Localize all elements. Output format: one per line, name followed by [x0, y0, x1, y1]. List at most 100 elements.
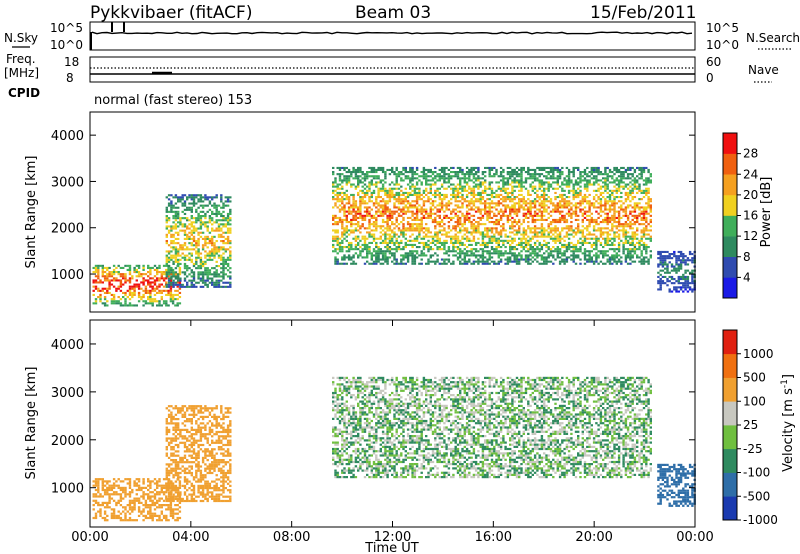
power-cell: [577, 191, 580, 194]
power-cell: [511, 223, 514, 226]
power-cell: [211, 229, 214, 232]
power-cell: [509, 218, 512, 221]
power-cell: [99, 281, 102, 284]
power-cell: [597, 206, 600, 209]
power-cell: [404, 229, 407, 232]
power-cell: [156, 279, 159, 282]
power-cell: [588, 260, 591, 263]
power-cell: [545, 181, 548, 184]
power-cell: [599, 231, 603, 234]
power-cell: [195, 210, 198, 213]
power-cell: [204, 244, 207, 247]
power-cell: [536, 239, 539, 242]
power-cell: [195, 229, 198, 232]
power-cell: [172, 279, 175, 282]
power-cell: [563, 262, 566, 265]
power-cell: [640, 218, 643, 221]
power-cell: [620, 262, 623, 265]
power-cell: [518, 200, 521, 203]
power-cell: [515, 229, 519, 232]
power-cell: [425, 187, 428, 190]
power-cell: [595, 223, 598, 226]
power-cell: [415, 237, 419, 240]
power-cell: [509, 173, 512, 176]
power-cell: [375, 181, 378, 184]
power-cell: [647, 177, 650, 180]
power-cell: [567, 202, 571, 205]
power-cell: [415, 223, 419, 226]
power-cell: [393, 233, 396, 236]
power-cell: [552, 239, 555, 242]
power-cell: [472, 202, 476, 205]
power-cell: [659, 284, 662, 287]
power-cell: [529, 227, 532, 230]
power-cell: [468, 202, 471, 205]
power-cell: [602, 181, 605, 184]
power-cell: [370, 229, 373, 232]
power-cell: [602, 237, 605, 240]
power-cell: [420, 221, 423, 224]
power-cell: [354, 200, 358, 203]
power-cell: [197, 212, 200, 215]
power-cell: [341, 187, 344, 190]
power-cell: [459, 254, 462, 257]
power-cell: [645, 208, 648, 211]
power-cell: [409, 185, 412, 188]
power-cell: [477, 225, 480, 228]
power-cell: [195, 256, 198, 259]
power-cell: [167, 244, 171, 247]
power-cell: [381, 225, 385, 228]
power-cell: [574, 212, 578, 215]
power-cell: [222, 277, 225, 280]
power-cell: [179, 277, 182, 280]
power-cell: [361, 225, 364, 228]
power-cell: [438, 173, 441, 176]
power-cell: [103, 266, 107, 269]
power-cell: [474, 177, 478, 180]
power-cell: [438, 210, 441, 213]
power-cell: [524, 256, 528, 259]
power-cell: [425, 189, 428, 192]
power-cell: [434, 206, 437, 209]
power-cell: [391, 252, 394, 255]
power-cell: [375, 225, 378, 228]
power-cell: [195, 242, 198, 245]
power-cell: [556, 204, 559, 207]
power-cell: [549, 260, 553, 263]
power-cell: [649, 250, 652, 253]
power-cell: [454, 239, 457, 242]
power-cell: [411, 210, 414, 213]
power-cell: [538, 183, 541, 186]
power-cell: [520, 189, 523, 192]
power-cell: [375, 202, 378, 205]
power-cell: [645, 227, 648, 230]
power-cell: [443, 181, 446, 184]
power-cell: [366, 177, 369, 180]
power-cell: [574, 262, 578, 265]
power-cell: [642, 243, 646, 246]
power-cell: [177, 262, 180, 265]
power-cell: [636, 206, 639, 209]
power-cell: [341, 221, 344, 224]
power-cell: [179, 221, 182, 224]
power-cell: [354, 206, 358, 209]
power-cell: [106, 279, 109, 282]
power-cell: [124, 264, 127, 267]
power-cell: [99, 293, 102, 296]
power-cell: [215, 204, 218, 207]
power-cell: [443, 198, 446, 201]
power-cell: [429, 246, 432, 249]
power-cell: [215, 269, 218, 272]
power-cell: [558, 175, 562, 178]
power-cell: [393, 183, 396, 186]
power-cell: [556, 171, 559, 174]
power-cell: [112, 273, 116, 276]
power-cell: [445, 177, 448, 180]
power-cell: [515, 202, 519, 205]
power-cell: [649, 214, 652, 217]
power-cell: [552, 256, 555, 259]
power-cell: [597, 237, 600, 240]
power-cell: [160, 296, 163, 299]
power-cell: [565, 250, 569, 253]
power-cell: [140, 273, 143, 276]
